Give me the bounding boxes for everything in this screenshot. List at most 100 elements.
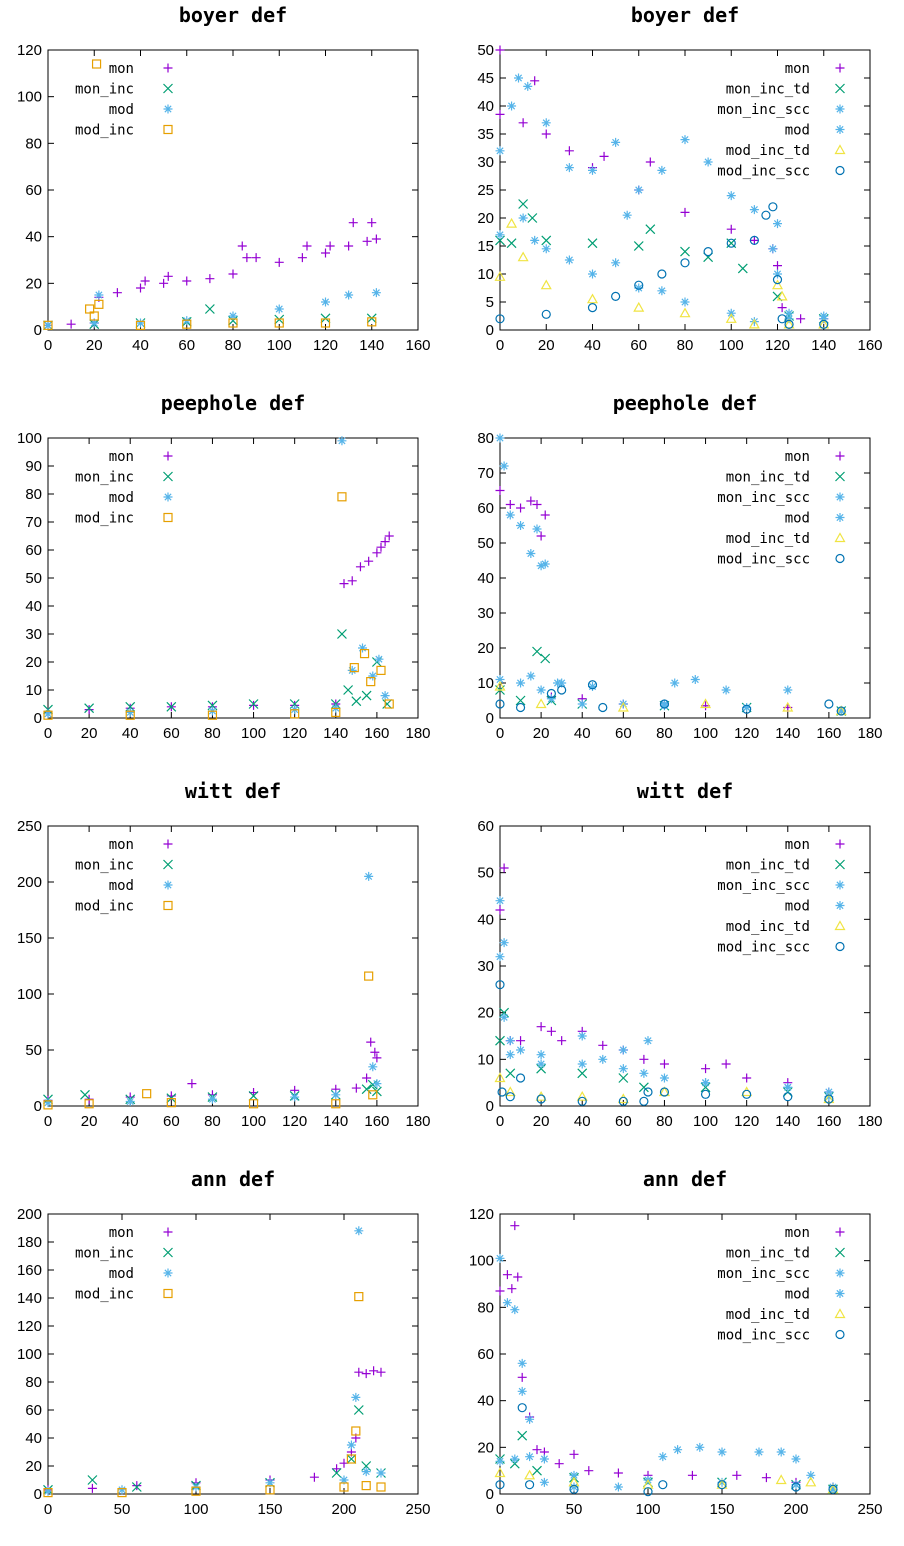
data-point <box>532 1445 542 1455</box>
y-tick-label: 60 <box>25 542 42 559</box>
y-tick-label: 40 <box>25 229 42 246</box>
data-point <box>502 1270 512 1280</box>
data-point <box>517 1386 527 1396</box>
data-point <box>368 1090 378 1100</box>
data-point <box>495 905 505 915</box>
data-point <box>791 1454 801 1464</box>
data-point <box>495 314 505 324</box>
y-tick-label: 40 <box>25 598 42 615</box>
data-point <box>325 241 335 251</box>
data-point <box>701 1064 711 1074</box>
legend-marker <box>163 1247 173 1258</box>
x-tick-label: 40 <box>122 725 139 742</box>
x-tick-label: 60 <box>163 725 180 742</box>
data-point <box>532 500 542 509</box>
data-point <box>228 315 238 326</box>
x-tick-label: 0 <box>496 725 504 742</box>
y-tick-label: 140 <box>17 1290 42 1307</box>
data-point <box>516 1036 526 1046</box>
y-tick-label: 20 <box>477 1005 494 1022</box>
data-point <box>658 1480 668 1490</box>
data-point <box>495 1035 505 1046</box>
data-point <box>248 1090 259 1101</box>
data-point <box>505 1092 515 1102</box>
data-point <box>643 1087 653 1097</box>
legend-label: mon <box>109 1225 134 1241</box>
data-point <box>376 1482 386 1492</box>
series-mon_inc_td <box>495 1007 834 1102</box>
y-tick-label: 10 <box>477 675 494 692</box>
data-point <box>598 1054 608 1064</box>
y-tick-label: 180 <box>17 1234 42 1251</box>
legend-marker <box>835 83 845 94</box>
data-point <box>525 1452 535 1462</box>
data-point <box>369 1366 379 1376</box>
legend-label: mod_inc_td <box>726 143 810 159</box>
data-point <box>495 699 505 709</box>
data-point <box>588 682 597 691</box>
data-point <box>588 269 597 279</box>
y-tick-label: 200 <box>17 1206 42 1223</box>
y-tick-label: 20 <box>25 275 42 292</box>
legend-label: mod <box>109 490 134 506</box>
data-point <box>670 678 680 688</box>
x-tick-label: 100 <box>183 1501 208 1518</box>
data-point <box>657 165 667 175</box>
data-point <box>569 1449 579 1459</box>
data-point <box>364 971 374 981</box>
data-point <box>618 1045 628 1055</box>
x-tick-label: 120 <box>282 725 307 742</box>
data-point <box>495 952 505 962</box>
data-point <box>205 274 215 284</box>
legend-marker <box>835 492 845 502</box>
y-tick-label: 60 <box>25 182 42 199</box>
data-point <box>354 1226 364 1236</box>
y-tick-label: 100 <box>17 430 42 447</box>
data-point <box>782 1087 793 1097</box>
data-point <box>505 1050 515 1060</box>
x-tick-label: 180 <box>405 1113 430 1130</box>
y-tick-label: 20 <box>477 1439 494 1456</box>
data-point <box>43 710 53 720</box>
x-tick-label: 60 <box>615 1113 632 1130</box>
data-point <box>599 151 609 161</box>
data-point <box>796 314 806 324</box>
series-mon_inc_td <box>495 199 829 324</box>
data-point <box>577 1068 588 1079</box>
legend-marker <box>835 941 845 952</box>
data-point <box>248 1099 259 1109</box>
data-point <box>43 1486 53 1496</box>
data-point <box>297 253 307 263</box>
data-point <box>499 461 509 471</box>
x-tick-label: 160 <box>816 725 841 742</box>
data-point <box>618 1073 629 1083</box>
data-point <box>721 1059 731 1069</box>
data-point <box>43 709 53 719</box>
data-point <box>776 290 788 301</box>
legend-marker <box>835 104 845 114</box>
x-tick-label: 80 <box>204 725 221 742</box>
data-point <box>773 269 782 279</box>
data-point <box>633 301 645 312</box>
y-tick-label: 250 <box>17 818 42 835</box>
x-tick-label: 120 <box>734 725 759 742</box>
data-point <box>772 275 783 285</box>
x-tick-label: 20 <box>81 1113 98 1130</box>
data-point <box>80 1089 90 1100</box>
data-point <box>546 688 556 699</box>
data-point <box>532 646 542 657</box>
data-point <box>374 654 384 664</box>
data-point <box>717 1447 727 1457</box>
data-point <box>695 1442 705 1452</box>
y-tick-label: 120 <box>469 1206 494 1223</box>
data-point <box>535 698 547 709</box>
data-point <box>348 218 358 228</box>
legend-label: mon_inc_td <box>726 858 810 874</box>
data-point <box>749 205 759 215</box>
x-tick-label: 40 <box>584 337 601 354</box>
legend-marker <box>835 471 845 482</box>
data-point <box>228 311 238 321</box>
